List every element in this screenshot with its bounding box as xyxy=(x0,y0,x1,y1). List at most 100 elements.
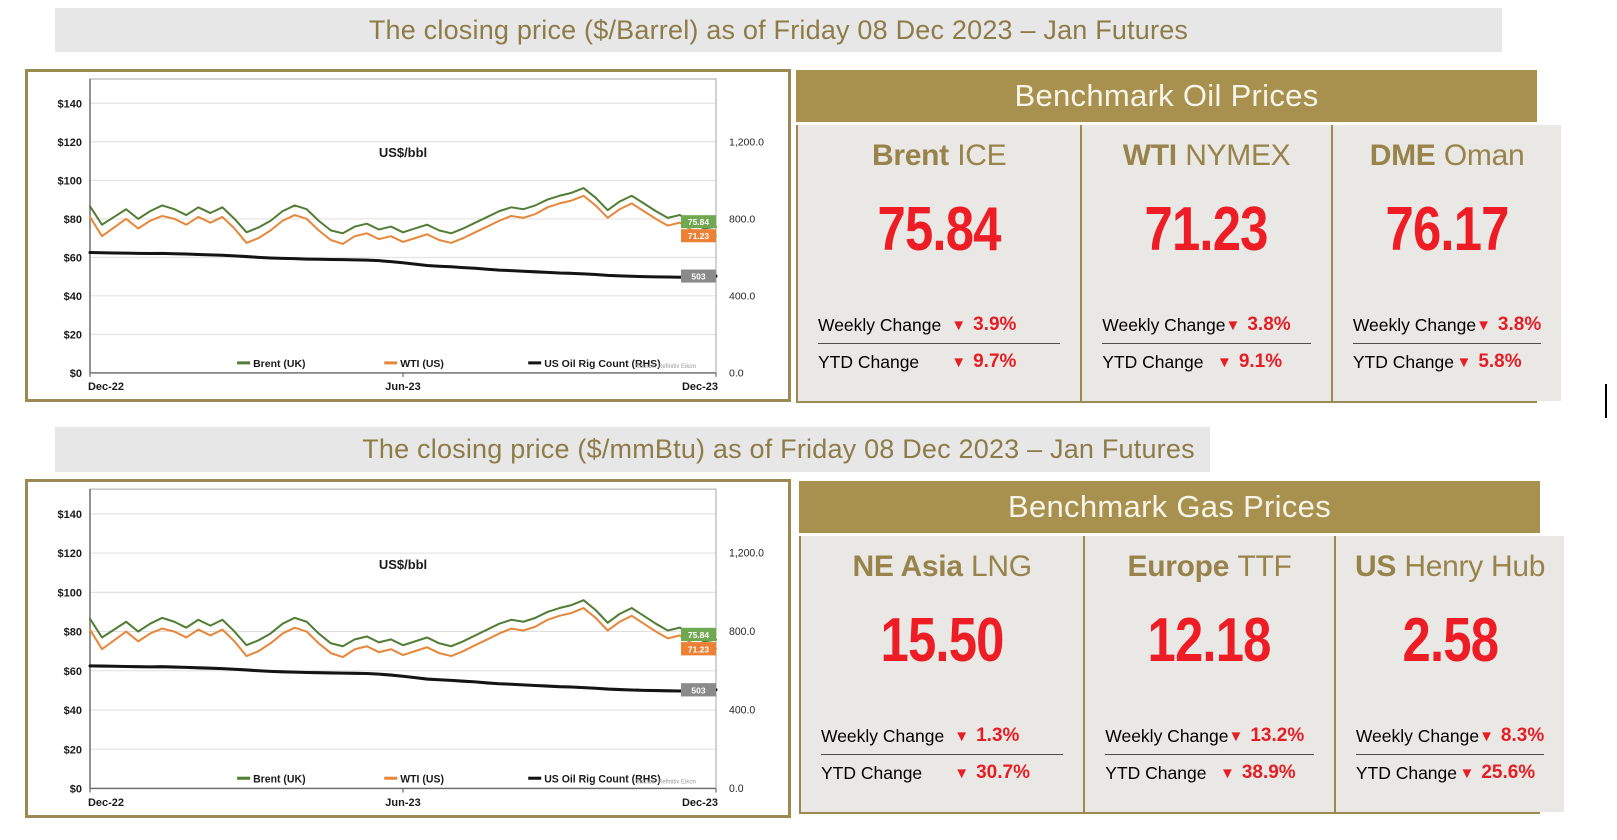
down-triangle-icon: ▼ xyxy=(954,764,970,782)
price-card-neasia-lng: NE Asia LNG 15.50 Weekly Change ▼ 1.3% YTD… xyxy=(801,536,1084,812)
svg-text:WTI (US): WTI (US) xyxy=(400,358,444,370)
gas-section-title: The closing price ($/mmBtu) as of Friday… xyxy=(362,434,1195,464)
instrument-name: Brent ICE xyxy=(798,139,1080,173)
change-rows: Weekly Change ▼ 3.9% YTD Change ▼ 9.7% xyxy=(798,314,1080,373)
svg-text:1,200.0: 1,200.0 xyxy=(729,548,764,560)
change-rows: Weekly Change ▼ 13.2% YTD Change ▼ 38.9% xyxy=(1085,725,1334,784)
instrument-name: WTI NYMEX xyxy=(1082,139,1331,173)
instrument-name-bold: WTI xyxy=(1122,139,1177,172)
weekly-change-value: 3.8% xyxy=(1247,314,1291,335)
svg-text:$60: $60 xyxy=(64,666,82,678)
svg-text:Jun-23: Jun-23 xyxy=(385,797,420,809)
svg-text:US$/bbl: US$/bbl xyxy=(379,557,427,572)
down-triangle-icon: ▼ xyxy=(1476,316,1491,334)
price-card-us-henry-hub: US Henry Hub 2.58 Weekly Change ▼ 8.3% YTD… xyxy=(1333,536,1565,812)
svg-text:Dec-22: Dec-22 xyxy=(88,381,124,393)
change-rows: Weekly Change ▼ 1.3% YTD Change ▼ 30.7% xyxy=(801,725,1083,784)
svg-text:71.23: 71.23 xyxy=(688,644,709,654)
change-rows: Weekly Change ▼ 3.8% YTD Change ▼ 5.8% xyxy=(1333,314,1561,373)
ytd-change-label: YTD Change xyxy=(1355,762,1458,783)
text-cursor-artifact xyxy=(1605,384,1607,418)
gas-section-chart: $0 $20 $40 $60 $80 $100 $120 $140 0.0 400.0 800.0 1… xyxy=(28,482,788,815)
ytd-change-value: 9.7% xyxy=(973,351,1017,372)
svg-text:$80: $80 xyxy=(64,214,82,226)
svg-text:$120: $120 xyxy=(58,548,82,560)
svg-text:400.0: 400.0 xyxy=(729,704,755,716)
instrument-name-bold: NE Asia xyxy=(852,550,963,583)
instrument-name: DME Oman xyxy=(1333,139,1561,173)
svg-text:Source: Refinitiv Eikon: Source: Refinitiv Eikon xyxy=(636,779,696,785)
down-triangle-icon: ▼ xyxy=(951,353,967,371)
weekly-change-label: Weekly Change xyxy=(1105,725,1229,746)
down-triangle-icon: ▼ xyxy=(1456,353,1472,371)
weekly-change-value: 13.2% xyxy=(1250,725,1305,746)
svg-text:1,200.0: 1,200.0 xyxy=(729,136,764,148)
ytd-change-label: YTD Change xyxy=(1105,762,1207,783)
ytd-change-value: 30.7% xyxy=(976,762,1030,783)
svg-text:US Oil Rig Count (RHS): US Oil Rig Count (RHS) xyxy=(544,773,661,785)
svg-text:Dec-23: Dec-23 xyxy=(682,381,718,393)
svg-text:800.0: 800.0 xyxy=(729,626,755,638)
weekly-change-value: 3.8% xyxy=(1497,314,1542,335)
ytd-change-row: YTD Change ▼ 9.7% xyxy=(818,351,1060,373)
change-rows: Weekly Change ▼ 3.8% YTD Change ▼ 9.1% xyxy=(1082,314,1331,373)
down-triangle-icon: ▼ xyxy=(1225,316,1241,334)
gas-chart-figure: $0 $20 $40 $60 $80 $100 $120 $140 0.0 400.0 800.0 1… xyxy=(25,479,791,818)
ytd-change-value: 9.1% xyxy=(1238,351,1283,372)
price-card-europe-ttf: Europe TTF 12.18 Weekly Change ▼ 13.2% YTD… xyxy=(1083,536,1334,812)
instrument-name-rest: ICE xyxy=(957,139,1007,172)
instrument-name-bold: DME xyxy=(1369,139,1436,172)
weekly-change-row: Weekly Change ▼ 3.9% xyxy=(818,314,1061,344)
svg-text:US Oil Rig Count (RHS): US Oil Rig Count (RHS) xyxy=(544,358,660,370)
weekly-change-label: Weekly Change xyxy=(1352,314,1477,335)
price-card-dme: DME Oman 76.17 Weekly Change ▼ 3.8% YTD Ch… xyxy=(1330,125,1562,401)
down-triangle-icon: ▼ xyxy=(1219,764,1235,782)
weekly-change-label: Weekly Change xyxy=(821,725,945,746)
svg-text:75.84: 75.84 xyxy=(688,217,710,227)
ytd-change-row: YTD Change ▼ 5.8% xyxy=(1353,351,1541,373)
svg-text:0.0: 0.0 xyxy=(729,783,744,795)
price-card-brent: Brent ICE 75.84 Weekly Change ▼ 3.9% YTD C… xyxy=(798,125,1081,401)
svg-text:Brent (UK): Brent (UK) xyxy=(253,773,305,785)
oil-section-title-bar: The closing price ($/Barrel) as of Frida… xyxy=(55,8,1502,52)
instrument-name-bold: Brent xyxy=(871,139,949,172)
instrument-name: NE Asia LNG xyxy=(801,550,1083,584)
svg-text:503: 503 xyxy=(691,685,705,695)
weekly-change-row: Weekly Change ▼ 3.8% xyxy=(1352,314,1542,344)
ytd-change-label: YTD Change xyxy=(1352,351,1455,372)
svg-text:$20: $20 xyxy=(64,744,82,756)
benchmark-oil-prices-panel: Benchmark Oil Prices Brent ICE 75.84 Week… xyxy=(796,70,1562,403)
down-triangle-icon: ▼ xyxy=(1216,353,1232,371)
price-value: 12.18 xyxy=(1147,606,1272,675)
gas-section-title-bar: The closing price ($/mmBtu) as of Friday… xyxy=(55,427,1210,472)
price-card-wti: WTI NYMEX 71.23 Weekly Change ▼ 3.8% YTD C… xyxy=(1080,125,1331,401)
price-value: 75.84 xyxy=(877,195,1002,264)
instrument-name-rest: NYMEX xyxy=(1185,139,1291,172)
instrument-name-rest: Oman xyxy=(1443,139,1525,172)
weekly-change-row: Weekly Change ▼ 1.3% xyxy=(821,725,1064,755)
ytd-change-row: YTD Change ▼ 25.6% xyxy=(1356,762,1544,784)
down-triangle-icon: ▼ xyxy=(1479,727,1494,745)
svg-text:$0: $0 xyxy=(70,783,82,795)
instrument-name-bold: US xyxy=(1354,550,1397,583)
instrument-name-bold: Europe xyxy=(1127,550,1230,583)
svg-text:$60: $60 xyxy=(64,252,82,264)
svg-text:Dec-22: Dec-22 xyxy=(88,797,124,809)
weekly-change-label: Weekly Change xyxy=(1355,725,1480,746)
ytd-change-label: YTD Change xyxy=(821,762,923,783)
svg-text:$20: $20 xyxy=(64,329,82,341)
weekly-change-label: Weekly Change xyxy=(1102,314,1226,335)
svg-text:$40: $40 xyxy=(64,705,82,717)
svg-text:503: 503 xyxy=(691,272,705,282)
oil-chart-figure: $0 $20 $40 $60 $80 $100 $120 $140 0.0 400.0 800.0 1… xyxy=(25,69,791,402)
svg-text:$140: $140 xyxy=(58,98,82,110)
ytd-change-value: 5.8% xyxy=(1478,351,1522,372)
price-value: 76.17 xyxy=(1385,195,1509,264)
instrument-name-rest: Henry Hub xyxy=(1404,550,1546,583)
down-triangle-icon: ▼ xyxy=(954,727,970,745)
svg-text:800.0: 800.0 xyxy=(729,213,755,225)
ytd-change-row: YTD Change ▼ 38.9% xyxy=(1105,762,1314,784)
gas-panel-header: Benchmark Gas Prices xyxy=(799,481,1540,533)
svg-text:$120: $120 xyxy=(58,137,82,149)
price-value: 15.50 xyxy=(880,606,1005,675)
